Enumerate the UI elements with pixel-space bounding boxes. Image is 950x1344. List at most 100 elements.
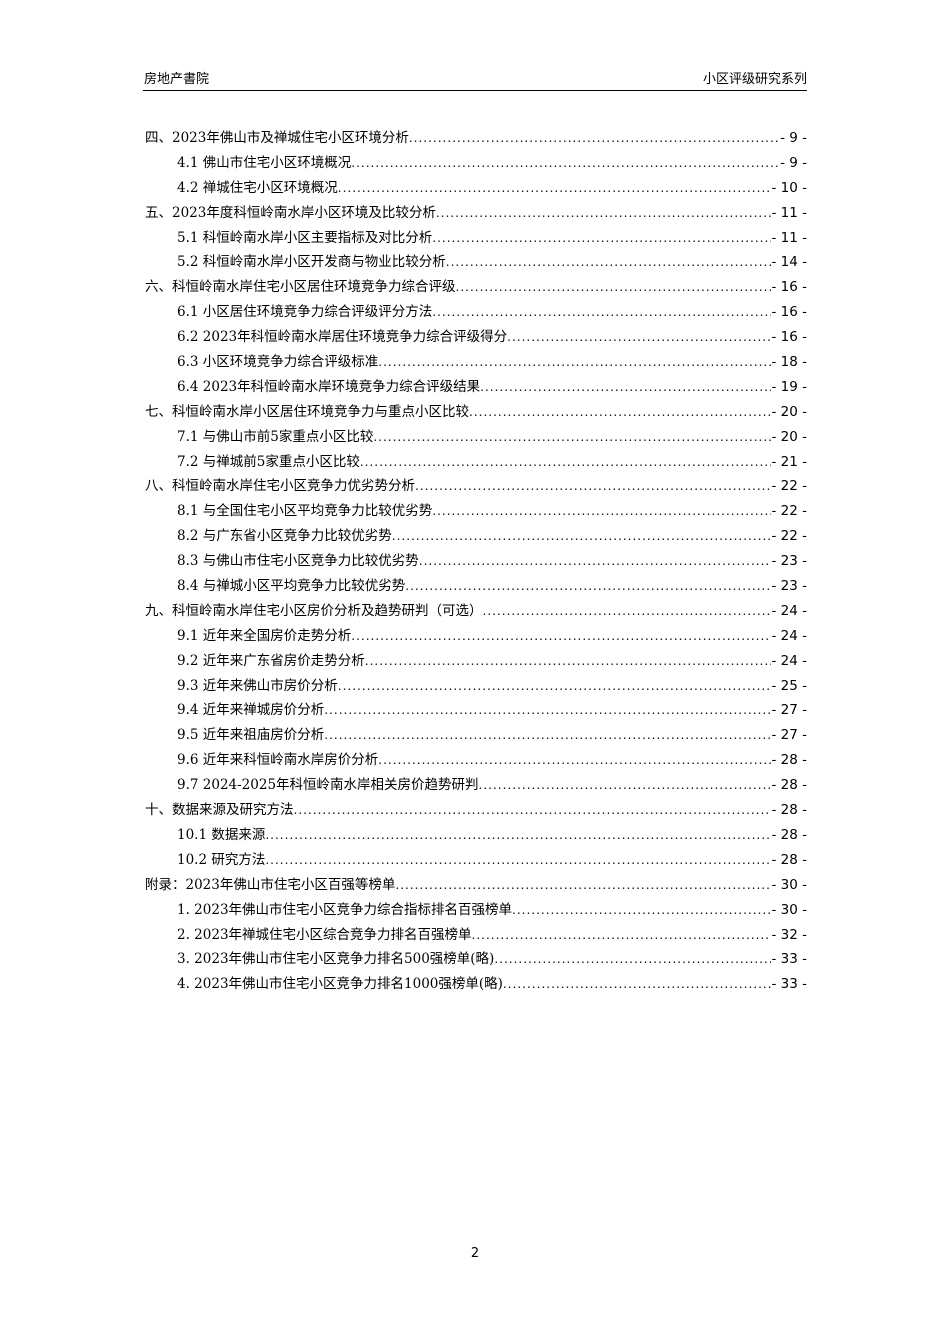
toc-leader-dots xyxy=(480,375,771,400)
toc-entry[interactable]: 10.2 研究方法 - 28 - xyxy=(145,848,807,873)
toc-entry-page: - 27 - xyxy=(771,702,807,719)
toc-entry[interactable]: 5.1 科恒岭南水岸小区主要指标及对比分析 - 11 - xyxy=(145,226,807,251)
toc-entry[interactable]: 6.2 2023年科恒岭南水岸居住环境竞争力综合评级得分 - 16 - xyxy=(145,325,807,350)
header-publisher: 房地产書院 xyxy=(144,72,210,87)
toc-entry-title: 附录：2023年佛山市住宅小区百强等榜单 xyxy=(145,876,396,893)
toc-entry[interactable]: 9.6 近年来科恒岭南水岸房价分析 - 28 - xyxy=(145,748,807,773)
toc-entry-page: - 28 - xyxy=(771,826,807,843)
toc-entry-page: - 19 - xyxy=(771,378,807,395)
toc-entry-page: - 20 - xyxy=(771,403,807,420)
toc-entry[interactable]: 6.1 小区居住环境竞争力综合评级评分方法 - 16 - xyxy=(145,300,807,325)
toc-entry[interactable]: 2. 2023年禅城住宅小区综合竞争力排名百强榜单 - 32 - xyxy=(145,923,807,948)
toc-entry[interactable]: 5.2 科恒岭南水岸小区开发商与物业比较分析 - 14 - xyxy=(145,250,807,275)
toc-entry-title: 5.2 科恒岭南水岸小区开发商与物业比较分析 xyxy=(177,254,446,271)
toc-entry-page: - 16 - xyxy=(771,279,807,296)
toc-entry[interactable]: 7.2 与禅城前5家重点小区比较 - 21 - xyxy=(145,450,807,475)
toc-entry[interactable]: 9.4 近年来禅城房价分析 - 27 - xyxy=(145,698,807,723)
toc-entry-page: - 24 - xyxy=(771,627,807,644)
toc-entry[interactable]: 9.7 2024-2025年科恒岭南水岸相关房价趋势研判 - 28 - xyxy=(145,773,807,798)
toc-entry[interactable]: 9.2 近年来广东省房价走势分析 - 24 - xyxy=(145,649,807,674)
toc-entry[interactable]: 九、科恒岭南水岸住宅小区房价分析及趋势研判（可选） - 24 - xyxy=(145,599,807,624)
toc-entry-title: 10.2 研究方法 xyxy=(177,851,266,868)
toc-entry[interactable]: 6.4 2023年科恒岭南水岸环境竞争力综合评级结果 - 19 - xyxy=(145,375,807,400)
toc-leader-dots xyxy=(378,350,771,375)
toc-leader-dots xyxy=(324,698,771,723)
toc-leader-dots xyxy=(507,325,771,350)
toc-entry-title: 7.1 与佛山市前5家重点小区比较 xyxy=(177,428,374,445)
toc-entry-page: - 28 - xyxy=(771,851,807,868)
toc-entry[interactable]: 3. 2023年佛山市住宅小区竞争力排名500强榜单(略) - 33 - xyxy=(145,947,807,972)
toc-entry[interactable]: 4.2 禅城住宅小区环境概况 - 10 - xyxy=(145,176,807,201)
toc-entry[interactable]: 八、科恒岭南水岸住宅小区竞争力优劣势分析 - 22 - xyxy=(145,474,807,499)
toc-leader-dots xyxy=(351,624,771,649)
toc-entry-page: - 11 - xyxy=(771,204,807,221)
toc-entry-title: 4.2 禅城住宅小区环境概况 xyxy=(177,179,338,196)
toc-entry[interactable]: 9.5 近年来祖庙房价分析 - 27 - xyxy=(145,723,807,748)
toc-entry[interactable]: 四、2023年佛山市及禅城住宅小区环境分析 - 9 - xyxy=(145,126,807,151)
toc-leader-dots xyxy=(483,599,772,624)
toc-entry-page: - 23 - xyxy=(771,553,807,570)
toc-leader-dots xyxy=(338,176,772,201)
toc-leader-dots xyxy=(395,873,771,898)
toc-entry-page: - 25 - xyxy=(771,677,807,694)
toc-entry-title: 6.1 小区居住环境竞争力综合评级评分方法 xyxy=(177,304,433,321)
toc-entry[interactable]: 附录：2023年佛山市住宅小区百强等榜单 - 30 - xyxy=(145,873,807,898)
toc-leader-dots xyxy=(392,524,772,549)
toc-entry[interactable]: 8.3 与佛山市住宅小区竞争力比较优劣势 - 23 - xyxy=(145,549,807,574)
toc-leader-dots xyxy=(365,649,772,674)
toc-entry-title: 9.5 近年来祖庙房价分析 xyxy=(177,727,325,744)
toc-entry[interactable]: 8.1 与全国住宅小区平均竞争力比较优劣势 - 22 - xyxy=(145,499,807,524)
toc-entry-page: - 33 - xyxy=(771,976,807,993)
toc-entry-title: 七、科恒岭南水岸小区居住环境竞争力与重点小区比较 xyxy=(145,403,469,420)
toc-entry-page: - 9 - xyxy=(780,130,807,146)
toc-entry-page: - 9 - xyxy=(780,154,807,171)
toc-entry[interactable]: 6.3 小区环境竞争力综合评级标准 - 18 - xyxy=(145,350,807,375)
toc-entry-page: - 14 - xyxy=(771,254,807,271)
toc-leader-dots xyxy=(338,674,772,699)
toc-entry[interactable]: 9.3 近年来佛山市房价分析 - 25 - xyxy=(145,674,807,699)
toc-entry-title: 8.2 与广东省小区竞争力比较优劣势 xyxy=(177,528,392,545)
toc-leader-dots xyxy=(405,574,771,599)
toc-entry[interactable]: 七、科恒岭南水岸小区居住环境竞争力与重点小区比较 - 20 - xyxy=(145,400,807,425)
toc-entry-page: - 16 - xyxy=(771,329,807,346)
toc-entry-title: 九、科恒岭南水岸住宅小区房价分析及趋势研判（可选） xyxy=(145,602,483,619)
toc-leader-dots xyxy=(351,151,780,176)
toc-entry[interactable]: 8.2 与广东省小区竞争力比较优劣势 - 22 - xyxy=(145,524,807,549)
header-series: 小区评级研究系列 xyxy=(702,72,807,87)
toc-entry[interactable]: 7.1 与佛山市前5家重点小区比较 - 20 - xyxy=(145,425,807,450)
toc-entry-title: 10.1 数据来源 xyxy=(177,826,266,843)
toc-entry[interactable]: 六、科恒岭南水岸住宅小区居住环境竞争力综合评级 - 16 - xyxy=(145,275,807,300)
toc-entry-title: 五、2023年度科恒岭南水岸小区环境及比较分析 xyxy=(145,204,436,221)
toc-entry[interactable]: 4.1 佛山市住宅小区环境概况 - 9 - xyxy=(145,151,807,176)
toc-leader-dots xyxy=(436,201,772,226)
toc-entry-title: 六、科恒岭南水岸住宅小区居住环境竞争力综合评级 xyxy=(145,279,456,296)
toc-entry[interactable]: 10.1 数据来源 - 28 - xyxy=(145,823,807,848)
toc-entry-page: - 22 - xyxy=(771,528,807,545)
toc-entry-title: 1. 2023年佛山市住宅小区竞争力综合指标排名百强榜单 xyxy=(177,901,513,918)
toc-entry[interactable]: 1. 2023年佛山市住宅小区竞争力综合指标排名百强榜单 - 30 - xyxy=(145,898,807,923)
toc-entry[interactable]: 8.4 与禅城小区平均竞争力比较优劣势 - 23 - xyxy=(145,574,807,599)
toc-entry[interactable]: 十、数据来源及研究方法 - 28 - xyxy=(145,798,807,823)
toc-leader-dots xyxy=(456,275,772,300)
toc-leader-dots xyxy=(265,848,771,873)
toc-leader-dots xyxy=(512,898,771,923)
toc-entry-page: - 22 - xyxy=(771,478,807,495)
toc-entry-page: - 23 - xyxy=(771,578,807,595)
toc-entry-title: 9.2 近年来广东省房价走势分析 xyxy=(177,652,365,669)
toc-leader-dots xyxy=(373,425,771,450)
toc-entry-title: 9.1 近年来全国房价走势分析 xyxy=(177,627,352,644)
toc-entry-title: 5.1 科恒岭南水岸小区主要指标及对比分析 xyxy=(177,229,433,246)
toc-leader-dots xyxy=(415,474,771,499)
toc-entry-title: 9.4 近年来禅城房价分析 xyxy=(177,702,325,719)
toc-entry[interactable]: 五、2023年度科恒岭南水岸小区环境及比较分析 - 11 - xyxy=(145,201,807,226)
toc-leader-dots xyxy=(419,549,772,574)
toc-leader-dots xyxy=(503,972,772,997)
toc-entry-page: - 18 - xyxy=(771,354,807,371)
toc-entry[interactable]: 4. 2023年佛山市住宅小区竞争力排名1000强榜单(略) - 33 - xyxy=(145,972,807,997)
toc-entry-title: 2. 2023年禅城住宅小区综合竞争力排名百强榜单 xyxy=(177,926,472,943)
toc-entry[interactable]: 9.1 近年来全国房价走势分析 - 24 - xyxy=(145,624,807,649)
toc-entry-page: - 24 - xyxy=(771,602,807,619)
toc-entry-page: - 11 - xyxy=(771,229,807,246)
toc-leader-dots xyxy=(446,250,772,275)
toc-entry-page: - 24 - xyxy=(771,652,807,669)
